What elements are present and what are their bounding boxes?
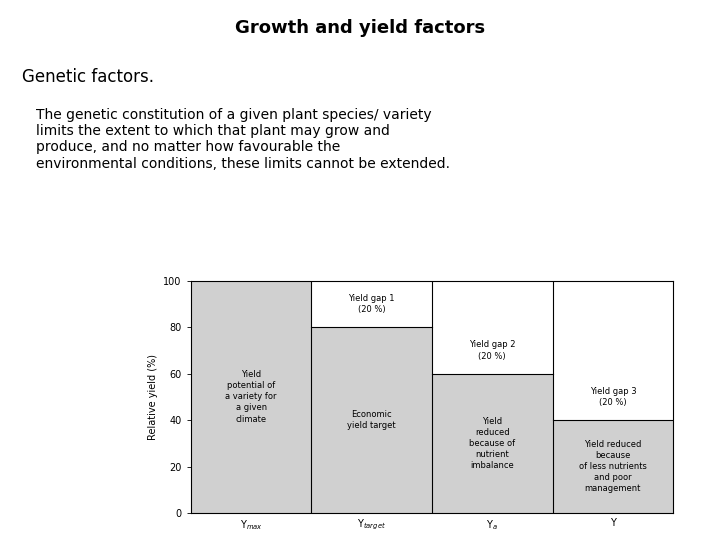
Text: Yield reduced
because
of less nutrients
and poor
management: Yield reduced because of less nutrients … [579, 440, 647, 493]
Bar [312, 327, 432, 513]
Text: Genetic factors.: Genetic factors. [22, 68, 153, 85]
Text: Growth and yield factors: Growth and yield factors [235, 19, 485, 37]
Text: Economic
yield target: Economic yield target [347, 410, 396, 430]
Text: The genetic constitution of a given plant species/ variety
limits the extent to : The genetic constitution of a given plan… [36, 108, 450, 171]
Bar [553, 420, 673, 513]
Bar [432, 281, 553, 374]
Text: Yield
potential of
a variety for
a given
climate: Yield potential of a variety for a given… [225, 370, 277, 423]
Bar [191, 281, 312, 513]
Text: Yield
reduced
because of
nutrient
imbalance: Yield reduced because of nutrient imbala… [469, 417, 516, 470]
Text: Yield gap 1
(20 %): Yield gap 1 (20 %) [348, 294, 395, 314]
Text: Yield gap 3
(20 %): Yield gap 3 (20 %) [590, 387, 636, 407]
Y-axis label: Relative yield (%): Relative yield (%) [148, 354, 158, 440]
Bar [432, 374, 553, 513]
Text: Yield gap 2
(20 %): Yield gap 2 (20 %) [469, 340, 516, 361]
Bar [312, 281, 432, 327]
Bar [553, 281, 673, 420]
